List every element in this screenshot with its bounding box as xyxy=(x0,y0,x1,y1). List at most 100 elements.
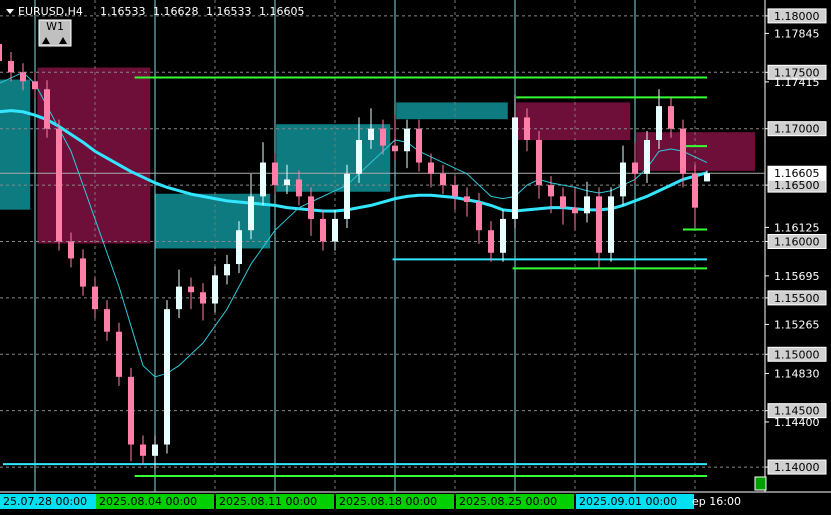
candle-body xyxy=(392,145,398,152)
menu-arrow[interactable] xyxy=(6,9,14,14)
candle-body xyxy=(236,230,242,265)
candle-body xyxy=(452,185,458,197)
candle-body xyxy=(284,179,290,186)
arrow-up-button[interactable] xyxy=(59,37,67,44)
candle-body xyxy=(428,162,434,174)
x-tick-label: 2025.08.25 00:00 xyxy=(459,495,557,508)
candle-body xyxy=(404,128,410,152)
candle-body xyxy=(200,292,206,304)
candle-body xyxy=(356,139,362,174)
y-tick-box xyxy=(767,121,827,137)
candle-body xyxy=(608,196,614,253)
y-tick-box xyxy=(767,403,827,419)
candle-body xyxy=(320,218,326,242)
zone xyxy=(37,67,151,244)
candle-body xyxy=(524,117,530,140)
x-label-box xyxy=(576,494,694,509)
candle-body xyxy=(344,173,350,219)
candle-body xyxy=(0,44,2,62)
y-tick-label: 1.16000 xyxy=(774,235,820,248)
candle-body xyxy=(464,196,470,203)
candle-body xyxy=(92,286,98,310)
y-tick-label: 1.17000 xyxy=(774,123,820,136)
candle-body xyxy=(140,444,146,456)
candle-body xyxy=(260,162,266,197)
candle-body xyxy=(224,264,230,276)
y-tick-label: 1.15265 xyxy=(774,318,820,331)
candle-body xyxy=(380,128,386,146)
y-tick-box xyxy=(767,8,827,24)
candle-body xyxy=(620,162,626,197)
candle-body xyxy=(440,173,446,186)
candle-body xyxy=(8,61,14,73)
candle-body xyxy=(560,196,566,208)
candle-body xyxy=(44,89,50,129)
timeframe-label: W1 xyxy=(46,20,64,33)
candle-body xyxy=(104,309,110,332)
current-price-box xyxy=(767,165,827,181)
candle-body xyxy=(656,106,662,140)
y-tick-label: 1.14500 xyxy=(774,405,820,418)
y-tick-box xyxy=(767,346,827,362)
candle-body xyxy=(584,196,590,214)
x-label-box xyxy=(456,494,574,509)
candle-body xyxy=(632,162,638,174)
candle-body xyxy=(164,309,170,445)
x-tick-label: 2025.08.04 00:00 xyxy=(99,495,197,508)
candle-body xyxy=(248,196,254,231)
y-tick-label: 1.17500 xyxy=(774,66,820,79)
y-tick-label: 1.16500 xyxy=(774,179,820,192)
y-tick-box xyxy=(767,233,827,249)
candle-body xyxy=(596,196,602,253)
y-tick-label: 1.14830 xyxy=(774,367,820,380)
zone xyxy=(396,102,508,120)
header-value: 1.16628 xyxy=(153,5,199,18)
candle-body xyxy=(68,241,74,259)
candle-body xyxy=(308,196,314,219)
current-price-label: 1.16605 xyxy=(774,167,820,180)
x-tick-label: 2025.09.01 00:00 xyxy=(579,495,677,508)
x-tick-label: 25.07.28 00:00 xyxy=(3,495,87,508)
candle-body xyxy=(644,139,650,174)
zone xyxy=(516,102,631,141)
arrow-down-button[interactable] xyxy=(42,37,50,44)
header-value: 1.16605 xyxy=(259,5,305,18)
candle-body xyxy=(416,128,422,163)
zone xyxy=(0,79,31,210)
y-tick-label: 1.15500 xyxy=(774,292,820,305)
candle-body xyxy=(176,286,182,310)
x-label-box xyxy=(0,494,104,509)
candle-body xyxy=(476,202,482,231)
candle-body xyxy=(368,128,374,140)
y-tick-box xyxy=(767,290,827,306)
x-tick-label: ep 16:00 xyxy=(692,495,741,508)
y-tick-box xyxy=(767,64,827,80)
candle-body xyxy=(272,162,278,186)
moving-average xyxy=(0,71,708,378)
y-tick-label: 1.15000 xyxy=(774,348,820,361)
candle-body xyxy=(488,230,494,253)
candle-body xyxy=(500,218,506,253)
x-label-box xyxy=(216,494,334,509)
candle-body xyxy=(20,72,26,82)
y-tick-label: 1.14400 xyxy=(774,416,820,429)
y-tick-label: 1.16125 xyxy=(774,221,820,234)
candle-body xyxy=(56,128,62,242)
x-label-box xyxy=(336,494,454,509)
candle-body xyxy=(512,117,518,219)
candle-body xyxy=(116,331,122,377)
header-value: 1.16533 xyxy=(100,5,146,18)
x-tick-label: 2025.08.18 00:00 xyxy=(339,495,437,508)
candle-body xyxy=(536,139,542,186)
candle-body xyxy=(152,444,158,456)
candle-body xyxy=(548,185,554,197)
candle-body xyxy=(128,376,134,445)
zone xyxy=(636,132,755,171)
header-value: 1.16533 xyxy=(206,5,252,18)
candle-body xyxy=(680,128,686,174)
x-label-box xyxy=(96,494,214,509)
x-tick-label: 2025.08.11 00:00 xyxy=(219,495,317,508)
y-tick-label: 1.15695 xyxy=(774,270,820,283)
symbol-title: EURUSD,H4 xyxy=(18,5,83,18)
corner-button[interactable] xyxy=(754,476,767,491)
